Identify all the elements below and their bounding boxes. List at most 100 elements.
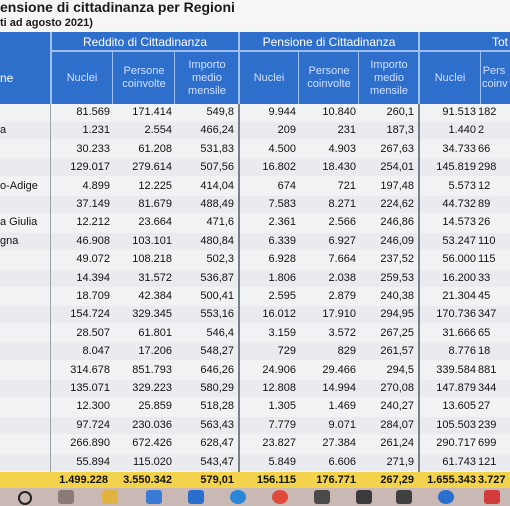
table-cell: 23.827: [262, 437, 296, 450]
table-cell: 881: [478, 363, 497, 376]
table-cell: 239: [478, 418, 497, 431]
table-cell: 16.802: [262, 161, 296, 174]
table-cell: 49.072: [76, 253, 110, 266]
task-view-icon[interactable]: [58, 490, 74, 504]
table-cell: 3.572: [328, 326, 356, 339]
table-row: 14.394 31.572 536,87 1.806 2.038 259,53 16.200…: [0, 269, 510, 287]
taskbar: [0, 488, 510, 506]
app-icon[interactable]: [484, 490, 500, 504]
table-cell: 699: [478, 437, 497, 450]
table-cell: 646,26: [200, 363, 234, 376]
table-row: gna 46.908 103.101 480,84 6.339 6.927 246,09 53…: [0, 232, 510, 250]
table-cell: 344: [478, 382, 497, 394]
table-row: a 1.231 2.554 466,24 209 231 187,3 1.440 2: [0, 122, 510, 140]
table-cell: 546,4: [206, 326, 234, 339]
table-cell: 267,25: [380, 326, 414, 339]
subheader-persone: Persone coinvolte: [122, 65, 166, 90]
table-cell: 108.218: [132, 253, 172, 266]
table-cell: 339.584: [436, 363, 476, 376]
table-cell: 61.208: [138, 142, 172, 155]
table-cell: 246,09: [380, 234, 414, 247]
total-pensione-persone: 176.771: [316, 474, 356, 486]
mail-icon[interactable]: [188, 490, 204, 504]
page-subtitle: ti ad agosto 2021): [0, 16, 510, 32]
totals-row: 1.499.228 3.550.342 579,01 156.115 176.7…: [0, 472, 510, 488]
table-cell: 4.899: [82, 179, 110, 192]
table-cell: 548,27: [200, 345, 234, 358]
app-icon[interactable]: [314, 490, 330, 504]
table-cell: 14.994: [322, 382, 356, 394]
table-cell: 28.507: [76, 326, 110, 339]
table-cell: 7.583: [268, 198, 296, 210]
table-row: 37.149 81.679 488,49 7.583 8.271 224,62 44.732…: [0, 196, 510, 213]
app-icon[interactable]: [396, 490, 412, 504]
table-cell: 115.020: [133, 455, 172, 468]
table-cell: 55.894: [76, 455, 110, 468]
table-cell: 13.605: [442, 400, 476, 413]
table-cell: 115: [478, 253, 496, 266]
table-cell: 5.573: [448, 179, 476, 192]
table-cell: 270,08: [380, 382, 414, 394]
store-icon[interactable]: [146, 490, 162, 504]
table-row: 129.017 279.614 507,56 16.802 18.430 254,01 14…: [0, 159, 510, 177]
table-cell: 500,41: [200, 290, 234, 302]
table-cell: 294,95: [380, 308, 414, 321]
table-cell: 488,49: [200, 198, 234, 210]
row-label: a: [0, 124, 7, 137]
table-cell: 2.361: [268, 216, 296, 229]
total-reddito-importo: 579,01: [200, 474, 234, 486]
table-cell: 466,24: [200, 124, 234, 137]
table-cell: 5.849: [268, 455, 296, 468]
table-cell: 543,47: [200, 455, 234, 468]
table-cell: 81.569: [76, 106, 110, 118]
table-row: 30.233 61.208 531,83 4.500 4.903 267,63 34.733…: [0, 141, 510, 158]
table-cell: 721: [337, 179, 356, 192]
table-cell: 237,52: [380, 253, 414, 266]
table-row: 55.894 115.020 543,47 5.849 6.606 271,9 61.743…: [0, 453, 510, 471]
table-cell: 298: [478, 161, 497, 174]
table-cell: 1.231: [82, 124, 110, 137]
table-cell: 37.149: [76, 198, 110, 210]
table-cell: 18: [478, 345, 491, 358]
table-cell: 12: [478, 179, 491, 192]
table-cell: 267,63: [380, 142, 414, 155]
table-cell: 480,84: [200, 234, 234, 247]
help-icon[interactable]: [438, 490, 454, 504]
table-cell: 18.709: [76, 290, 110, 302]
chrome-icon[interactable]: [272, 490, 288, 504]
start-icon[interactable]: [18, 491, 32, 505]
table-cell: 34.733: [442, 142, 476, 155]
subheader-nuclei: Nuclei: [253, 71, 285, 84]
table-cell: 829: [337, 345, 356, 358]
table-cell: 536,87: [200, 271, 234, 284]
table-cell: 26: [478, 216, 491, 229]
table-row: 135.071 329.223 580,29 12.808 14.994 270,08 14…: [0, 380, 510, 397]
table-cell: 1.469: [328, 400, 356, 413]
table-cell: 518,28: [200, 400, 234, 413]
table-row: 8.047 17.206 548,27 729 829 261,57 8.776 18: [0, 343, 510, 361]
table-cell: 414,04: [200, 179, 234, 192]
table-cell: 266.890: [70, 437, 110, 450]
table-cell: 154.724: [70, 308, 110, 321]
subheader-persone-cut: Pers coinv: [482, 65, 508, 90]
table-cell: 628,47: [200, 437, 234, 450]
table-cell: 8.271: [328, 198, 356, 210]
edge-icon[interactable]: [230, 490, 246, 504]
table-cell: 1.305: [268, 400, 296, 413]
table-cell: 61.801: [138, 326, 172, 339]
table-cell: 61.743: [442, 455, 476, 468]
table-cell: 3.159: [268, 326, 296, 339]
table-cell: 110: [478, 234, 496, 247]
table-cell: 2.879: [328, 290, 356, 302]
file-explorer-icon[interactable]: [102, 490, 118, 504]
total-pensione-importo: 267,29: [380, 474, 414, 486]
app-icon[interactable]: [356, 490, 372, 504]
table-cell: 105.503: [436, 418, 476, 431]
table-cell: 182: [478, 106, 497, 118]
row-label: o-Adige: [0, 179, 38, 192]
table-cell: 254,01: [380, 161, 414, 174]
table-cell: 145.819: [436, 161, 476, 174]
table-cell: 21.304: [442, 290, 476, 302]
table-cell: 12.300: [76, 400, 110, 413]
subheader-nuclei: Nuclei: [434, 71, 466, 84]
